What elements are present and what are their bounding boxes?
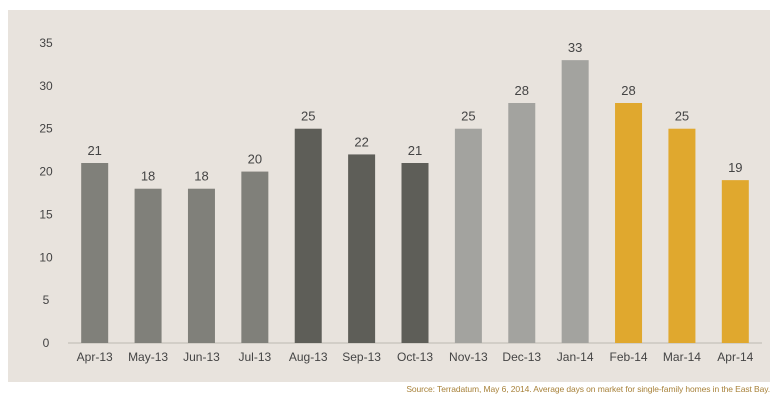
bar xyxy=(294,128,322,343)
y-tick-label: 10 xyxy=(39,250,53,264)
bar-value-label: 28 xyxy=(515,83,529,98)
x-tick-label: Sep-13 xyxy=(342,350,381,364)
bar xyxy=(187,188,215,343)
bar-value-label: 25 xyxy=(301,109,315,124)
bar xyxy=(348,154,376,343)
bar-value-label: 19 xyxy=(728,160,742,175)
source-note: Source: Terradatum, May 6, 2014. Average… xyxy=(406,384,770,394)
y-tick-label: 20 xyxy=(39,165,53,179)
x-tick-label: Nov-13 xyxy=(449,350,488,364)
bar-value-label: 21 xyxy=(87,143,101,158)
x-tick-label: Jun-13 xyxy=(183,350,220,364)
x-tick-label: Feb-14 xyxy=(610,350,648,364)
x-tick-label: Aug-13 xyxy=(289,350,328,364)
x-tick-label: Apr-13 xyxy=(77,350,113,364)
bar-value-label: 28 xyxy=(621,83,635,98)
y-tick-label: 25 xyxy=(39,122,53,136)
x-tick-label: Apr-14 xyxy=(717,350,753,364)
y-tick-label: 35 xyxy=(39,36,53,50)
y-tick-label: 15 xyxy=(39,207,53,221)
bar-value-label: 25 xyxy=(675,109,689,124)
bar-value-label: 25 xyxy=(461,109,475,124)
bar xyxy=(134,188,162,343)
bar-value-label: 20 xyxy=(248,152,262,167)
y-tick-label: 5 xyxy=(43,293,50,307)
x-tick-label: Oct-13 xyxy=(397,350,433,364)
bar-value-label: 18 xyxy=(141,169,155,184)
bar xyxy=(454,128,482,343)
bar-value-label: 22 xyxy=(354,134,368,149)
bar xyxy=(81,163,109,343)
x-tick-label: Jan-14 xyxy=(557,350,594,364)
bar xyxy=(561,60,589,344)
bar xyxy=(241,171,269,343)
bar xyxy=(721,180,749,343)
y-tick-label: 30 xyxy=(39,79,53,93)
x-tick-label: Mar-14 xyxy=(663,350,701,364)
bar xyxy=(668,128,696,343)
x-tick-label: Jul-13 xyxy=(239,350,272,364)
bar xyxy=(615,103,643,343)
x-tick-label: May-13 xyxy=(128,350,168,364)
bar xyxy=(401,163,429,343)
bar-value-label: 33 xyxy=(568,40,582,55)
bar-value-label: 21 xyxy=(408,143,422,158)
bar-value-label: 18 xyxy=(194,169,208,184)
x-tick-label: Dec-13 xyxy=(502,350,541,364)
bar xyxy=(508,103,536,343)
y-tick-label: 0 xyxy=(43,336,50,350)
